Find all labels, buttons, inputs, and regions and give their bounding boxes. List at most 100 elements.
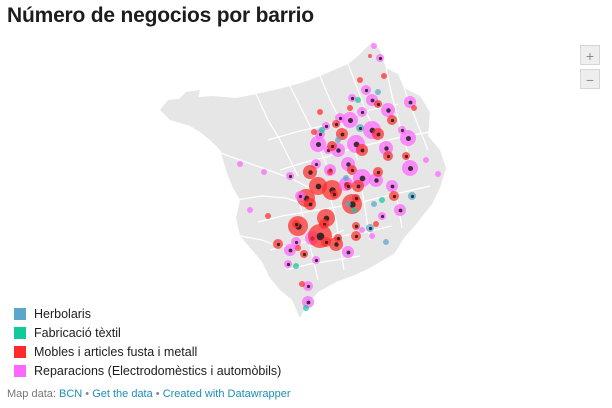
bubble-center-dot: [346, 184, 351, 189]
bubble-reparacions: [369, 233, 375, 239]
bubble-center-dot: [314, 258, 319, 263]
bubble-textil: [303, 305, 309, 311]
legend-item-mobles: Mobles i articles fusta i metall: [14, 342, 281, 361]
bubble-center-dot: [286, 262, 291, 267]
bubble-reparacions: [371, 43, 377, 49]
bubble-center-dot: [364, 88, 369, 93]
legend-label: Reparacions (Electrodomèstics i automòbi…: [34, 363, 282, 378]
zoom-controls: + −: [580, 45, 600, 93]
bubble-center-dot: [354, 196, 359, 201]
bubble-center-dot: [302, 252, 307, 257]
zoom-in-button[interactable]: +: [580, 45, 600, 65]
datawrapper-link[interactable]: Created with Datawrapper: [162, 388, 291, 400]
bubble-mobles: [317, 109, 323, 115]
bubble-reparacions: [359, 227, 365, 233]
bubble-herbolaris: [371, 201, 377, 207]
legend-label: Herbolaris: [34, 306, 91, 321]
legend-swatch: [14, 364, 26, 377]
footer: Map data: BCN • Get the data • Created w…: [7, 388, 291, 400]
source-link[interactable]: BCN: [58, 388, 83, 400]
bubble-center-dot: [294, 240, 299, 245]
bubble-center-dot: [347, 117, 354, 124]
bubble-center-dot: [370, 98, 375, 103]
bubble-center-dot: [306, 300, 311, 305]
zoom-out-button[interactable]: −: [580, 69, 600, 89]
bubble-center-dot: [378, 56, 383, 61]
bubble-mobles: [373, 221, 379, 227]
bubble-center-dot: [390, 184, 395, 189]
district-border: [255, 93, 299, 177]
bubble-center-dot: [318, 132, 323, 137]
bubble-mobles: [295, 245, 301, 251]
bubble-center-dot: [334, 242, 339, 247]
bubble-reparacions: [237, 161, 243, 167]
bubble-herbolaris: [375, 89, 381, 95]
bubble-mobles: [381, 73, 387, 79]
bubble-herbolaris: [335, 137, 341, 143]
bubble-center-dot: [336, 148, 341, 153]
bubble-center-dot: [308, 170, 313, 175]
get-data-link[interactable]: Get the data: [92, 388, 153, 400]
bubble-center-dot: [315, 141, 322, 148]
bubble-reparacions: [423, 157, 429, 163]
district-border: [235, 195, 305, 205]
bubble-center-dot: [324, 240, 329, 245]
bubble-center-dot: [298, 194, 303, 199]
bubble-center-dot: [376, 102, 381, 107]
bubble-mobles: [347, 105, 353, 111]
bubble-layer: [237, 43, 441, 311]
legend-swatch: [14, 307, 26, 320]
bubble-center-dot: [358, 126, 363, 131]
bubble-center-dot: [405, 135, 412, 142]
footer-prefix: Map data:: [7, 388, 59, 400]
bubble-center-dot: [398, 208, 403, 213]
bubble-center-dot: [359, 175, 366, 182]
bubble-textil: [293, 263, 299, 269]
bubble-center-dot: [374, 178, 379, 183]
bubble-textil: [379, 197, 385, 203]
bubble-center-dot: [332, 192, 337, 197]
map-title: Número de negocios por barrio: [7, 4, 314, 27]
bubble-center-dot: [276, 242, 281, 247]
legend-item-reparacions: Reparacions (Electrodomèstics i automòbi…: [14, 361, 281, 380]
bubble-center-dot: [360, 148, 365, 153]
bubble-center-dot: [350, 168, 355, 173]
bubble-herbolaris: [383, 239, 389, 245]
bubble-center-dot: [354, 224, 359, 229]
bubble-center-dot: [390, 118, 395, 123]
bubble-textil: [351, 207, 357, 213]
district-border: [257, 185, 431, 223]
district-border: [385, 67, 411, 161]
bubble-textil: [355, 97, 361, 103]
legend: Herbolaris Fabricació tèxtil Mobles i ar…: [14, 304, 281, 380]
bubble-center-dot: [308, 202, 313, 207]
bubble-center-dot: [384, 146, 389, 151]
bubble-center-dot: [392, 194, 397, 199]
bubble-center-dot: [380, 214, 385, 219]
bubble-center-dot: [368, 226, 373, 231]
city-land-area: [160, 42, 446, 318]
city-land-area: [160, 42, 446, 318]
footer-separator: •: [152, 388, 163, 400]
bubble-center-dot: [386, 108, 391, 113]
bubble-reparacions: [435, 171, 441, 177]
footer-separator: •: [82, 388, 93, 400]
legend-swatch: [14, 326, 26, 339]
legend-item-herbolaris: Herbolaris: [14, 304, 281, 323]
bubble-center-dot: [316, 232, 325, 241]
bubble-mobles: [311, 129, 317, 135]
bubble-reparacions: [261, 169, 267, 175]
west-land-patch: [174, 90, 200, 106]
bubble-mobles: [299, 281, 305, 287]
bubble-center-dot: [404, 154, 409, 159]
bubble-center-dot: [346, 250, 351, 255]
bubble-center-dot: [288, 248, 293, 253]
bubble-center-dot: [336, 236, 341, 241]
bubble-center-dot: [354, 234, 359, 239]
bubble-center-dot: [350, 96, 355, 101]
bubble-center-dot: [306, 284, 311, 289]
bubble-center-dot: [356, 184, 361, 189]
bubble-center-dot: [408, 100, 413, 105]
bubble-center-dot: [376, 170, 381, 175]
bubble-center-dot: [349, 201, 356, 208]
